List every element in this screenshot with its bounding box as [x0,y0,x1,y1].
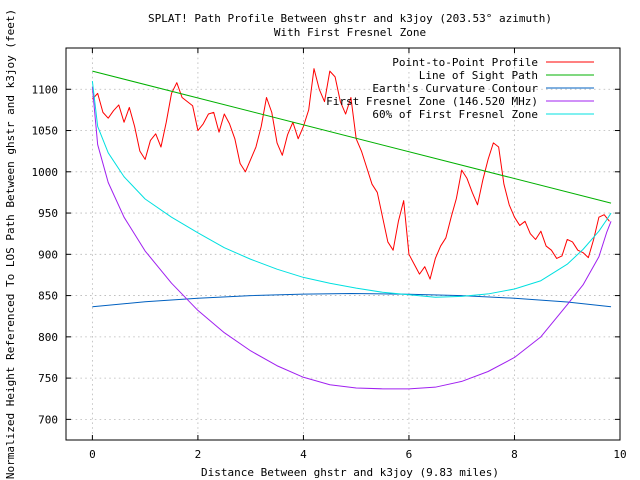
x-tick-label: 6 [406,448,413,461]
chart-title: SPLAT! Path Profile Between ghstr and k3… [148,12,552,25]
y-tick-label: 1000 [32,166,59,179]
y-tick-label: 850 [38,290,58,303]
x-tick-label: 0 [89,448,96,461]
series-line-earth-s-curvature-contour [92,293,612,308]
x-tick-label: 4 [300,448,307,461]
legend-label: Point-to-Point Profile [392,56,538,69]
x-tick-label: 2 [195,448,202,461]
y-tick-label: 900 [38,248,58,261]
x-tick-label: 10 [613,448,626,461]
plot-frame [65,47,621,441]
series-line-first-fresnel-zone-146-520-mhz [91,86,612,390]
legend-label: Line of Sight Path [419,69,538,82]
series-line-line-of-sight-path [92,70,612,204]
y-tick-label: 700 [38,413,58,426]
y-axis-label: Normalized Height Referenced To LOS Path… [4,9,17,479]
y-tick-label: 950 [38,207,58,220]
series-layer [91,68,612,390]
chart-subtitle: With First Fresnel Zone [274,26,426,39]
legend-label: Earth's Curvature Contour [372,82,538,95]
y-tick-label: 1100 [32,83,59,96]
x-tick-label: 8 [511,448,518,461]
y-tick-label: 800 [38,331,58,344]
y-tick-label: 750 [38,372,58,385]
legend-label: First Fresnel Zone (146.520 MHz) [326,95,538,108]
series-line-point-to-point-profile [92,68,610,280]
series-line-60-of-first-fresnel-zone [91,80,612,298]
ticks-layer: 0 2 4 6 8 10 700 750 800 850 900 950 1000 1050 1100 [32,48,627,461]
legend-label: 60% of First Fresnel Zone [372,108,538,121]
y-tick-label: 1050 [32,125,59,138]
x-axis-label: Distance Between ghstr and k3joy (9.83 m… [201,466,499,479]
grid-layer [66,48,621,440]
